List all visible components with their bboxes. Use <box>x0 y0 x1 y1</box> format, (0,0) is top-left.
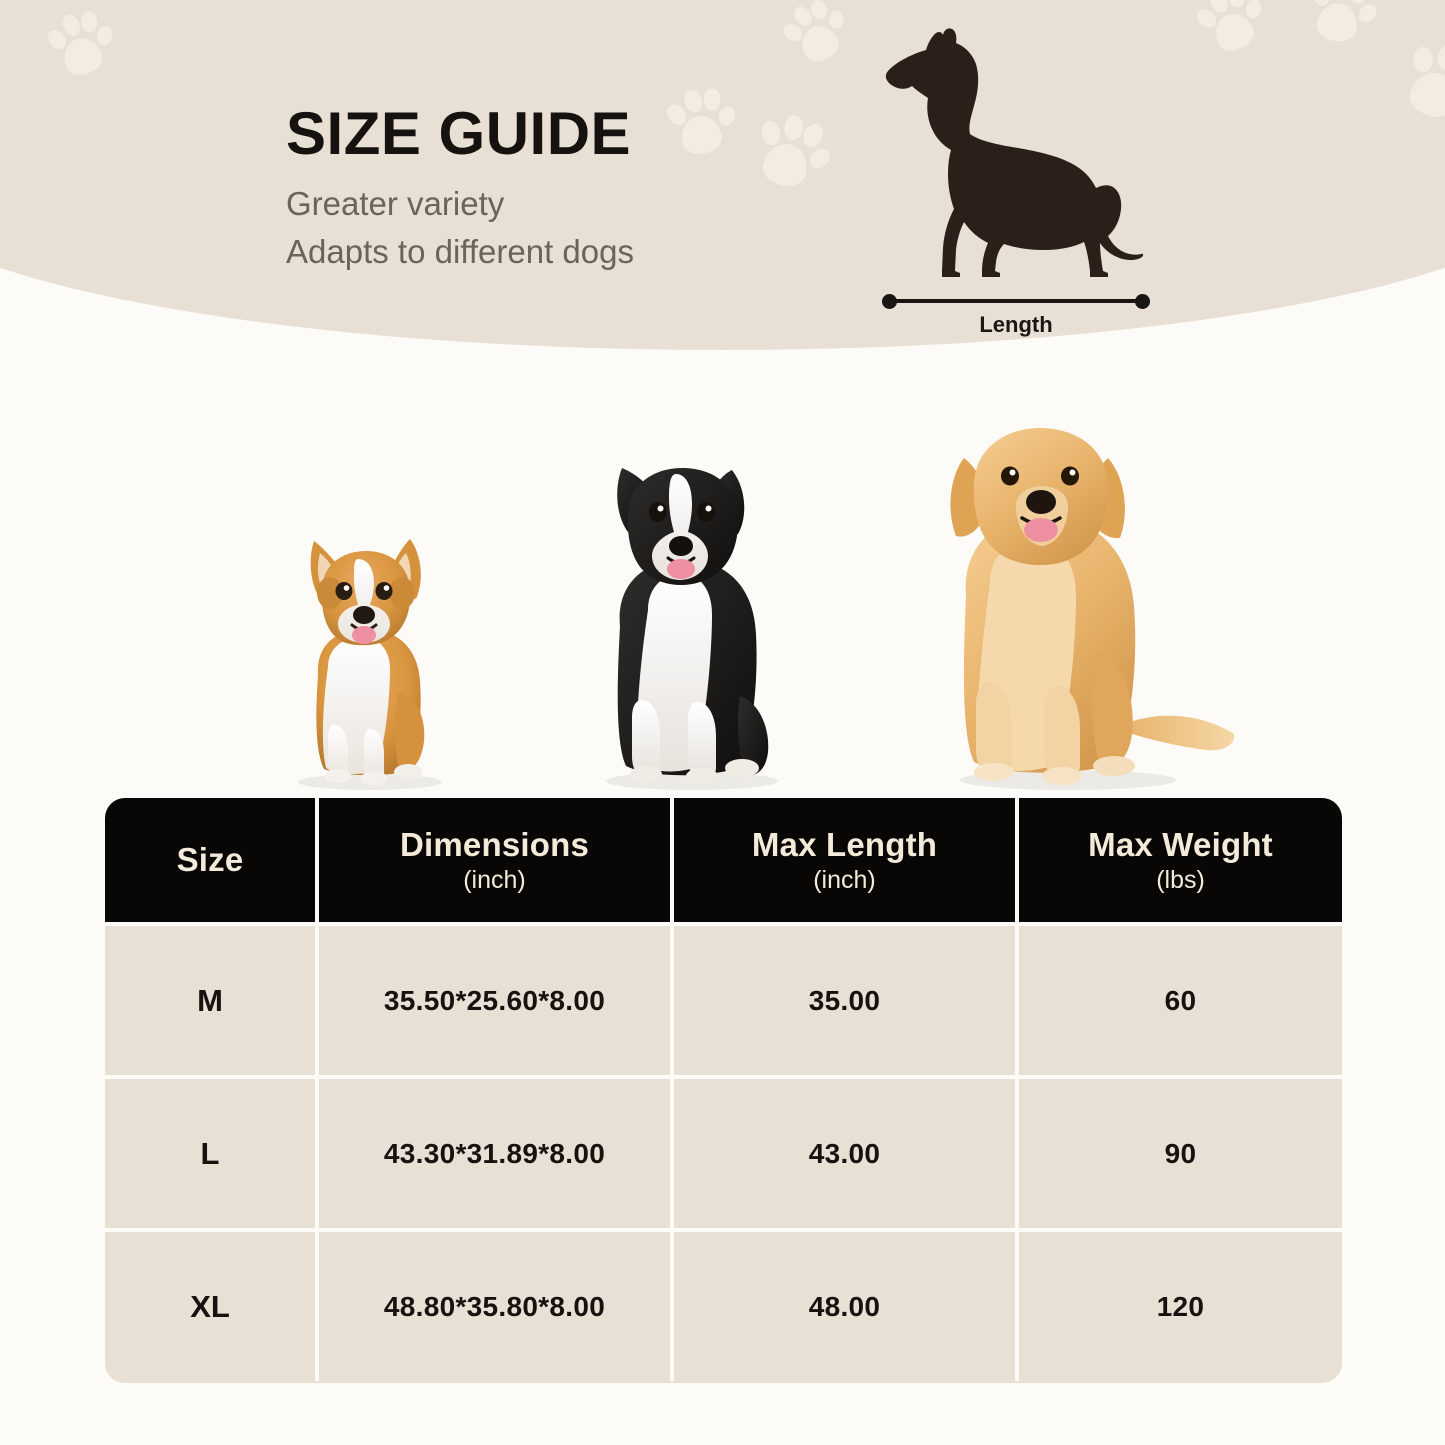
cell-max-weight: 60 <box>1015 926 1342 1075</box>
cell-size: M <box>105 926 315 1075</box>
size-table: Size Dimensions (inch) Max Length (inch)… <box>105 798 1342 1383</box>
cell-max-weight-value: 90 <box>1164 1137 1197 1169</box>
golden-retriever-sitting-photo <box>918 410 1238 790</box>
column-header-max-weight: Max Weight (lbs) <box>1015 798 1342 922</box>
column-header-max-weight-unit: (lbs) <box>1156 865 1205 894</box>
cell-dimensions: 35.50*25.60*8.00 <box>315 926 670 1075</box>
cell-size-value: L <box>200 1135 220 1171</box>
cell-size-value: XL <box>190 1288 230 1324</box>
cell-dimensions: 43.30*31.89*8.00 <box>315 1079 670 1228</box>
cell-max-length: 35.00 <box>670 926 1015 1075</box>
cell-dimensions-value: 43.30*31.89*8.00 <box>383 1137 606 1169</box>
cell-max-weight: 120 <box>1015 1232 1342 1381</box>
corgi-sitting-photo <box>258 525 478 790</box>
dog-photo-row: M L XL <box>0 370 1445 1132</box>
border-collie-sitting-photo <box>572 450 807 790</box>
column-header-size: Size <box>105 798 315 922</box>
cell-max-length: 48.00 <box>670 1232 1015 1381</box>
page-title: SIZE GUIDE <box>286 100 632 167</box>
cell-size-value: M <box>197 982 223 1018</box>
cell-dimensions-value: 35.50*25.60*8.00 <box>383 984 606 1016</box>
table-row: XL 48.80*35.80*8.00 48.00 120 <box>105 1228 1342 1381</box>
paw-print-icon <box>1189 0 1273 64</box>
paw-print-icon <box>775 0 857 75</box>
cell-max-length-value: 43.00 <box>808 1137 881 1169</box>
column-header-dimensions-unit: (inch) <box>463 865 526 894</box>
paw-print-icon <box>747 108 835 199</box>
paw-print-icon <box>1392 32 1445 133</box>
table-header-row: Size Dimensions (inch) Max Length (inch)… <box>105 798 1342 922</box>
title-block: SIZE GUIDE Greater variety Adapts to dif… <box>286 104 634 276</box>
length-label: Length <box>979 312 1053 337</box>
column-header-dimensions-label: Dimensions <box>399 825 590 863</box>
subtitle-line-1: Greater variety <box>286 185 505 222</box>
cell-max-length-value: 35.00 <box>808 984 881 1016</box>
column-header-max-length-unit: (inch) <box>813 865 876 894</box>
column-header-max-length: Max Length (inch) <box>670 798 1015 922</box>
table-row: M 35.50*25.60*8.00 35.00 60 <box>105 922 1342 1075</box>
cell-dimensions-value: 48.80*35.80*8.00 <box>383 1290 606 1322</box>
paw-print-icon <box>1304 0 1381 50</box>
cell-dimensions: 48.80*35.80*8.00 <box>315 1232 670 1381</box>
length-measurement-diagram: Length <box>860 22 1180 337</box>
column-header-max-length-label: Max Length <box>751 825 938 863</box>
cell-size: L <box>105 1079 315 1228</box>
cell-max-weight: 90 <box>1015 1079 1342 1228</box>
cell-max-length: 43.00 <box>670 1079 1015 1228</box>
paw-print-icon <box>662 82 740 163</box>
cell-max-length-value: 48.00 <box>808 1290 881 1322</box>
column-header-size-label: Size <box>176 841 244 878</box>
column-header-dimensions: Dimensions (inch) <box>315 798 670 922</box>
header-band <box>0 0 1445 350</box>
table-row: L 43.30*31.89*8.00 43.00 90 <box>105 1075 1342 1228</box>
subtitle-line-2: Adapts to different dogs <box>286 233 634 271</box>
paw-print-icon <box>41 4 120 86</box>
cell-max-weight-value: 120 <box>1156 1290 1205 1322</box>
cell-max-weight-value: 60 <box>1164 984 1197 1016</box>
length-measure-bar <box>882 290 1150 312</box>
cell-size: XL <box>105 1232 315 1381</box>
dog-side-silhouette-icon <box>885 28 1144 278</box>
column-header-max-weight-label: Max Weight <box>1088 825 1273 863</box>
